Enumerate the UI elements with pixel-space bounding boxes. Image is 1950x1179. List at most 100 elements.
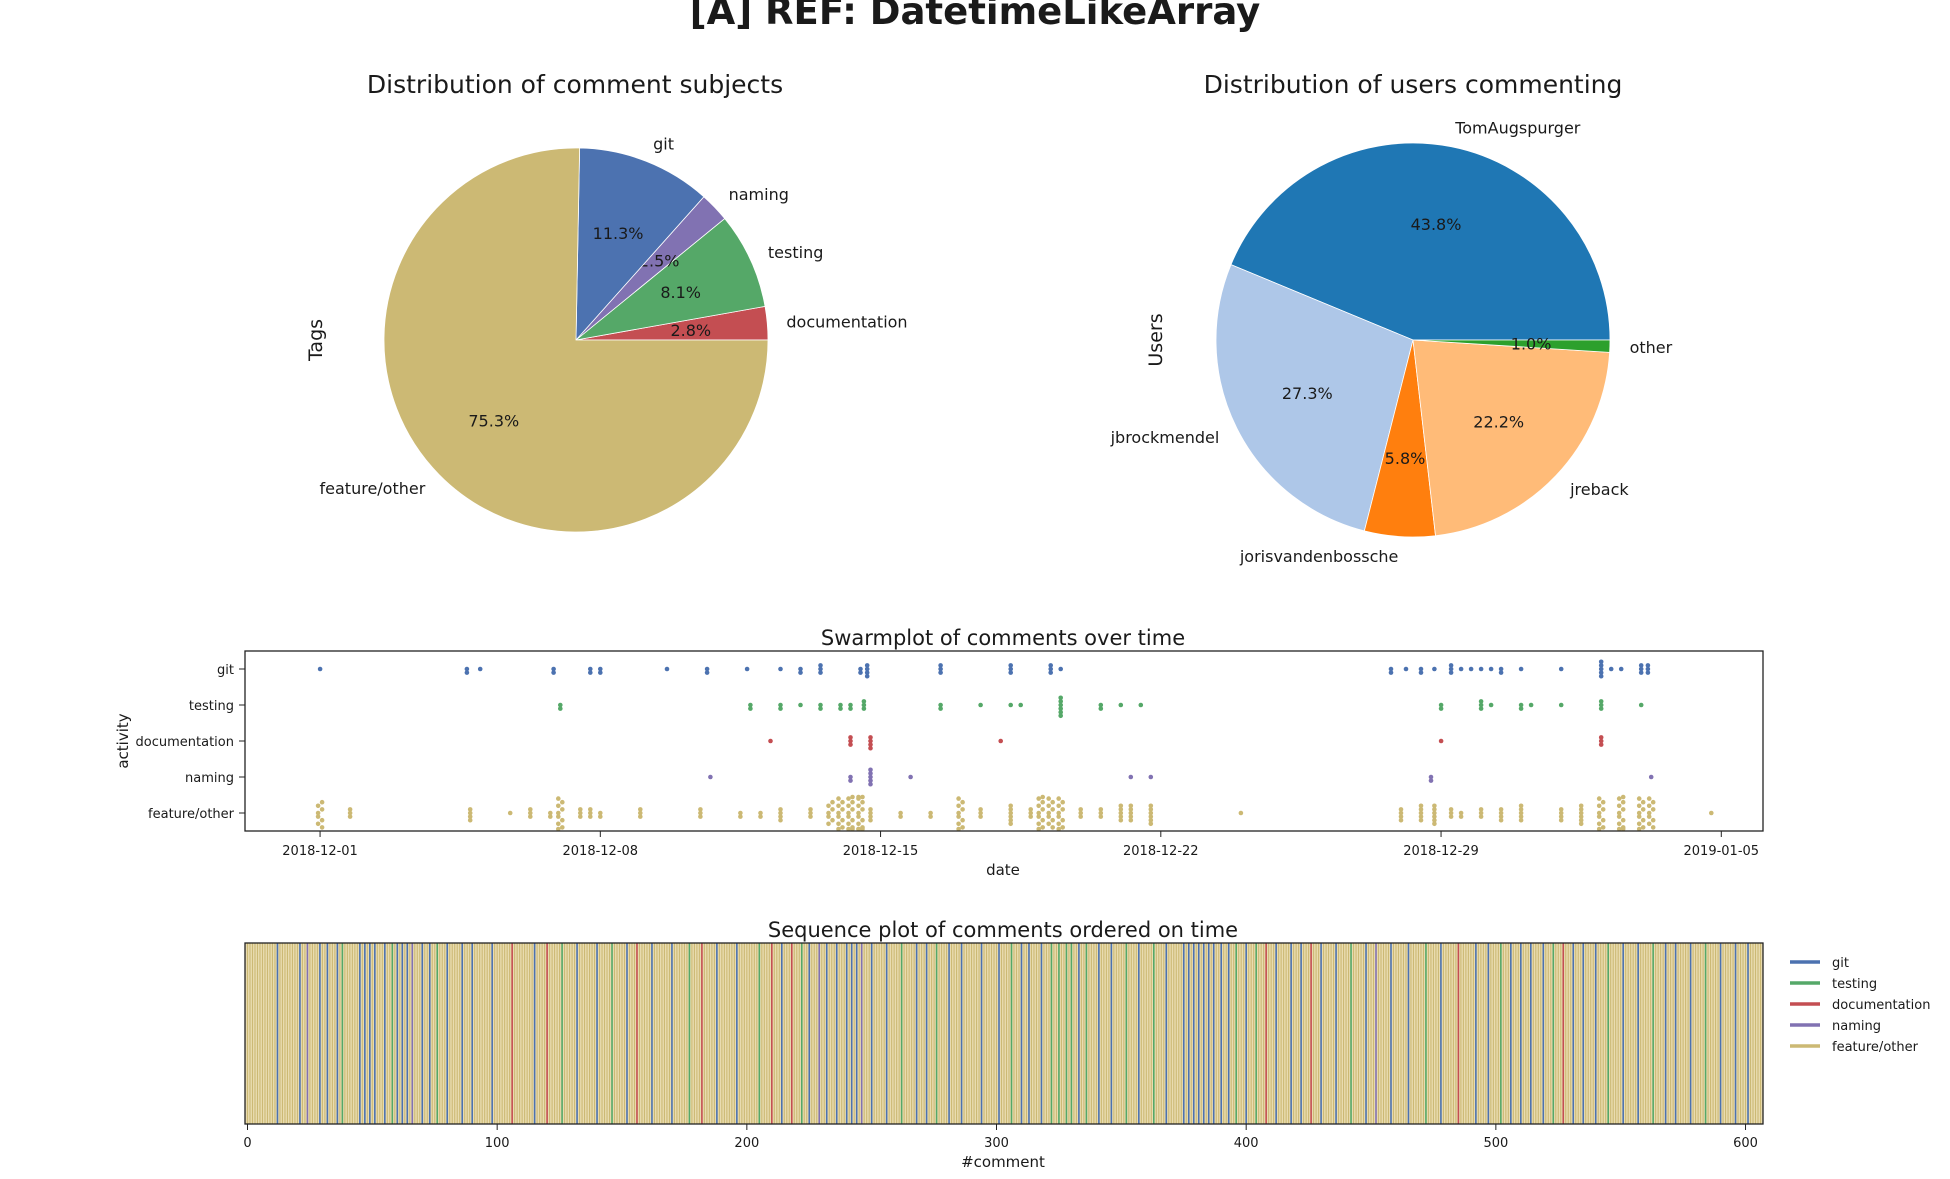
swarm-point-git <box>1448 666 1454 672</box>
swarm-point-feature-other <box>868 817 873 823</box>
swarm-point-git <box>744 666 750 672</box>
swarm-point-feature-other <box>1498 814 1504 819</box>
swarm-point-feature-other <box>319 799 325 805</box>
page-title: [A] REF: DatetimeLikeArray <box>689 0 1261 33</box>
pie-slice-jbrockmendel <box>1215 264 1414 532</box>
swarm-point-feature-other <box>1646 810 1652 816</box>
swarm-point-feature-other <box>1558 814 1564 819</box>
pie-slice-other <box>1412 339 1611 353</box>
swarm-point-git <box>818 666 823 672</box>
swarm-point-feature-other <box>315 814 321 819</box>
slice-pct-label: 1.0% <box>1511 335 1552 354</box>
swarm-point-documentation <box>868 738 873 744</box>
swarm-point-git <box>1008 663 1013 668</box>
swarm-point-git <box>1598 659 1604 665</box>
swarm-point-feature-other <box>1418 803 1424 809</box>
swarm-point-git <box>1488 666 1494 672</box>
swarm-point-documentation <box>868 742 873 747</box>
swarm-point-git <box>588 670 593 675</box>
swarm-point-documentation <box>848 735 853 740</box>
swarm-point-feature-other <box>556 826 561 832</box>
swarm-point-feature-other <box>1620 817 1626 823</box>
swarm-point-feature-other <box>808 810 813 816</box>
slice-pct-label: 75.3% <box>468 412 519 431</box>
swarm-point-testing <box>861 702 867 708</box>
swarm-point-testing <box>1528 702 1534 708</box>
swarm-point-git <box>1478 666 1484 672</box>
swarm-point-feature-other <box>868 814 873 819</box>
swarm-point-feature-other <box>1596 810 1602 816</box>
swarm-point-feature-other <box>1398 817 1404 823</box>
swarm-point-feature-other <box>956 814 961 819</box>
swarm-point-git <box>1048 670 1053 675</box>
y-tick-label: testing <box>189 699 234 714</box>
swarm-point-git <box>464 670 470 675</box>
swarm-point-git <box>1598 666 1604 672</box>
swarm-point-feature-other <box>1578 807 1584 812</box>
swarm-point-feature-other <box>1036 796 1041 801</box>
swarm-point-feature-other <box>1036 803 1041 809</box>
swarm-point-feature-other <box>698 810 703 816</box>
swarm-point-feature-other <box>1118 803 1124 809</box>
swarm-point-feature-other <box>860 826 865 832</box>
swarm-point-feature-other <box>560 799 565 805</box>
swarm-point-feature-other <box>1418 817 1424 823</box>
swarm-point-feature-other <box>598 810 603 816</box>
swarm-point-testing <box>1058 709 1063 715</box>
pie-slice-feature-other <box>383 147 769 533</box>
plot-frame <box>244 650 1764 832</box>
swarm-point-feature-other <box>778 807 783 812</box>
swarm-point-feature-other <box>1636 810 1642 816</box>
swarm-point-feature-other <box>1418 807 1424 812</box>
swarm-point-testing <box>1118 702 1124 708</box>
swarm-point-naming <box>1648 774 1654 780</box>
swarm-point-feature-other <box>758 810 763 816</box>
swarm-point-feature-other <box>956 821 961 827</box>
y-tick-label: feature/other <box>148 807 235 822</box>
x-tick-label: 500 <box>1483 1136 1508 1151</box>
swarm-point-feature-other <box>1448 807 1454 812</box>
swarm-point-feature-other <box>978 810 983 816</box>
swarm-point-feature-other <box>1620 799 1626 805</box>
swarm-point-feature-other <box>1028 814 1033 819</box>
swarm-point-feature-other <box>698 814 703 819</box>
swarm-point-feature-other <box>1098 814 1104 819</box>
swarm-point-feature-other <box>1238 810 1244 816</box>
swarm-point-feature-other <box>840 825 845 830</box>
swarm-point-git <box>1048 663 1053 668</box>
swarm-point-feature-other <box>1636 814 1642 819</box>
swarm-point-feature-other <box>1518 817 1524 823</box>
swarm-point-feature-other <box>1128 803 1134 809</box>
swarm-point-feature-other <box>1036 826 1041 832</box>
swarm-point-git <box>704 670 710 675</box>
swarm-point-feature-other <box>578 814 583 819</box>
swarm-point-git <box>1638 670 1644 675</box>
swarm-point-feature-other <box>1056 826 1061 832</box>
legend-label-testing: testing <box>1832 977 1877 992</box>
swarm-point-git <box>1468 666 1474 672</box>
chart-title: Sequence plot of comments ordered on tim… <box>768 918 1238 942</box>
swarm-point-feature-other <box>1398 807 1404 812</box>
swarm-point-feature-other <box>638 807 643 812</box>
swarm-point-feature-other <box>960 825 965 830</box>
swarm-point-feature-other <box>1040 825 1045 830</box>
swarm-point-feature-other <box>956 826 961 832</box>
swarm-point-git <box>1498 666 1504 672</box>
x-axis-label: date <box>986 861 1020 879</box>
swarm-point-testing <box>1518 702 1524 708</box>
swarm-point-testing <box>1638 702 1644 708</box>
swarm-point-feature-other <box>1596 826 1602 832</box>
swarm-point-feature-other <box>856 803 861 809</box>
swarm-point-testing <box>1138 702 1144 708</box>
swarm-point-feature-other <box>1098 810 1104 816</box>
swarm-point-feature-other <box>778 817 783 823</box>
swarm-point-feature-other <box>1518 807 1524 812</box>
plot-frame <box>244 942 1764 1125</box>
swarm-point-feature-other <box>1028 807 1033 812</box>
swarm-point-feature-other <box>1060 799 1065 805</box>
x-tick-label: 2018-12-01 <box>282 844 358 859</box>
swarm-point-feature-other <box>1478 814 1484 819</box>
swarm-point-feature-other <box>836 826 841 832</box>
swarm-point-feature-other <box>1432 803 1437 809</box>
swarm-point-git <box>864 673 870 679</box>
